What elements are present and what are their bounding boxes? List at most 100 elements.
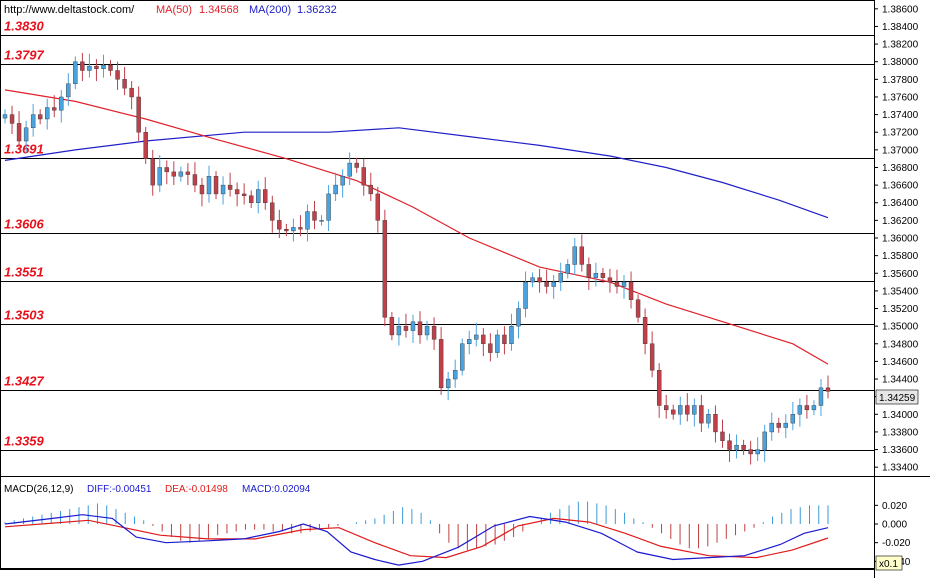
- candle-body: [37, 114, 43, 120]
- price-tick-label: 1.34800: [882, 339, 919, 350]
- site-url: http://www.deltastock.com/: [4, 4, 135, 16]
- price-tick-label: 1.37800: [882, 75, 919, 86]
- candle-body: [347, 162, 352, 177]
- candle-body: [396, 325, 402, 336]
- candle-body: [234, 189, 240, 195]
- price-tick-label: 1.37200: [882, 128, 919, 139]
- price-tick-label: 1.34400: [882, 375, 919, 386]
- level-label: 1.3830: [4, 19, 45, 34]
- candle-body: [417, 321, 423, 336]
- candle-body: [762, 431, 767, 450]
- candle-body: [213, 176, 219, 195]
- candle-body: [94, 65, 99, 69]
- price-tick-label: 1.36600: [882, 181, 919, 192]
- level-label: 1.3691: [4, 142, 44, 157]
- candle-body: [523, 281, 528, 309]
- price-tick-label: 1.37600: [882, 92, 919, 103]
- zoom-label[interactable]: x0.1: [879, 559, 898, 570]
- macd-hist-value: MACD:0.02094: [242, 484, 311, 495]
- candle-body: [298, 227, 303, 230]
- price-tick-label: 1.35800: [882, 251, 919, 262]
- candle-body: [481, 334, 486, 344]
- price-tick-label: 1.33400: [882, 463, 919, 474]
- candle-body: [136, 96, 141, 133]
- candle-body: [101, 65, 106, 69]
- macd-diff-line: [4, 514, 829, 566]
- price-tick-label: 1.37000: [882, 145, 919, 156]
- candle-body: [706, 414, 711, 424]
- candle-body: [424, 325, 430, 336]
- candle-body: [45, 107, 50, 120]
- price-axis: 1.334001.336001.338001.340001.342001.344…: [874, 4, 919, 474]
- candle-body: [811, 405, 817, 411]
- price-tick-label: 1.36400: [882, 198, 919, 209]
- candle-body: [628, 281, 634, 300]
- levels-layer: 1.3830 1.3797 1.3691 1.3606 1.3551 1.3503 1.34…: [0, 19, 874, 451]
- candle-body: [206, 176, 212, 195]
- candle-body: [66, 83, 71, 98]
- level-label: 1.3503: [4, 308, 45, 323]
- level-label: 1.3797: [4, 48, 45, 63]
- candle-body: [438, 339, 444, 389]
- candle-body: [361, 167, 366, 186]
- candle-body: [115, 70, 120, 80]
- candle-body: [600, 273, 606, 278]
- candle-body: [544, 281, 549, 287]
- candle-body: [642, 317, 648, 344]
- candle-body: [52, 107, 57, 111]
- candle-body: [678, 405, 683, 415]
- ma50-label: MA(50): [156, 4, 192, 16]
- candle-body: [431, 325, 437, 340]
- current-price-text: 1.34259: [879, 393, 916, 404]
- candle-body: [804, 405, 810, 411]
- zoom-box[interactable]: [875, 555, 903, 571]
- candle-body: [720, 431, 725, 441]
- candle-body: [263, 189, 268, 203]
- macd-tick-label: -0.020: [882, 538, 911, 549]
- candle-body: [460, 343, 465, 371]
- candle-body: [354, 162, 359, 168]
- price-tick-label: 1.38600: [882, 4, 919, 15]
- candle-body: [699, 405, 704, 424]
- candle-body: [171, 171, 177, 177]
- price-tick-label: 1.33600: [882, 445, 919, 456]
- price-tick-label: 1.36000: [882, 234, 919, 245]
- candle-body: [474, 334, 479, 340]
- chart-frame: [0, 0, 875, 569]
- price-tick-label: 1.35200: [882, 304, 919, 315]
- candle-body: [87, 65, 92, 71]
- level-label: 1.3359: [4, 434, 45, 449]
- candle-body: [452, 370, 458, 380]
- level-label: 1.3606: [4, 217, 45, 232]
- macd-tick-label: 0.000: [882, 520, 907, 531]
- candle-body: [685, 405, 690, 415]
- price-tick-label: 1.38200: [882, 40, 919, 51]
- candle-body: [73, 61, 78, 84]
- candle-body: [509, 325, 514, 344]
- candle-body: [692, 405, 697, 415]
- candle-body: [410, 321, 416, 331]
- candle-body: [656, 370, 662, 406]
- candle-body: [312, 211, 317, 221]
- candle-body: [818, 387, 824, 406]
- candle-body: [649, 343, 655, 371]
- candle-body: [122, 79, 127, 89]
- candle-body: [516, 308, 521, 327]
- candle-body: [488, 343, 493, 353]
- price-tick-label: 1.36200: [882, 216, 919, 227]
- candle-body: [558, 273, 563, 283]
- candle-body: [129, 87, 134, 98]
- price-tick-label: 1.35000: [882, 322, 919, 333]
- price-tick-label: 1.35600: [882, 269, 919, 280]
- price-tick-label: 1.37400: [882, 110, 919, 121]
- candle-body: [565, 264, 570, 274]
- level-label: 1.3551: [4, 265, 44, 280]
- candle-body: [537, 277, 542, 283]
- price-tick-label: 1.34000: [882, 410, 919, 421]
- candle-body: [59, 96, 64, 111]
- candle-body: [157, 167, 162, 186]
- candle-body: [270, 202, 275, 221]
- candle-body: [340, 176, 345, 186]
- candle-body: [277, 220, 282, 230]
